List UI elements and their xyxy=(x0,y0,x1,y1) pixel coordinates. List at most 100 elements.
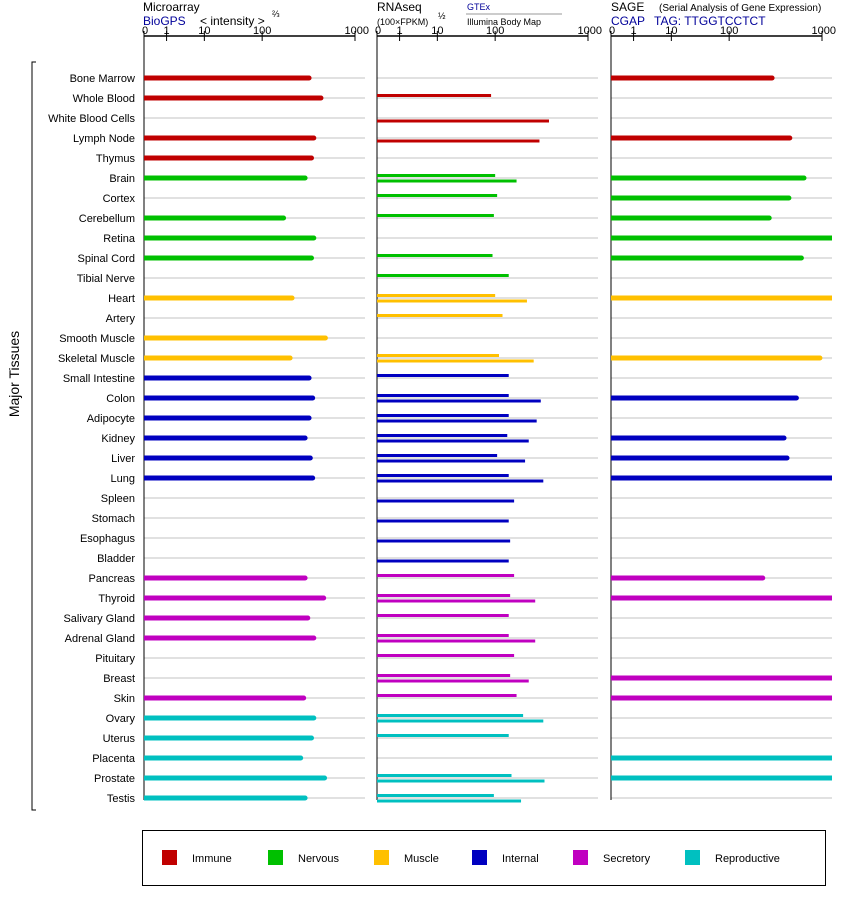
tissue-label: Lymph Node xyxy=(73,133,135,145)
gtex-bar xyxy=(377,414,509,417)
microarray-bar-cap xyxy=(309,255,315,261)
rnaseq-unit-label: (100×FPKM) xyxy=(377,17,428,27)
illumina-bar xyxy=(377,559,509,563)
microarray-tick-label: 0 xyxy=(142,25,148,37)
illumina-bar xyxy=(377,459,526,463)
microarray-bar-cap xyxy=(281,215,287,221)
sage-tag-label: TAG: TTGGTCCTCT xyxy=(654,14,766,28)
sage-bar xyxy=(611,675,832,681)
microarray-bar-cap xyxy=(322,775,328,781)
microarray-bar-cap xyxy=(321,595,327,601)
tissue-label: Thyroid xyxy=(98,593,135,605)
illumina-bar xyxy=(377,359,534,363)
cgap-link[interactable]: CGAP xyxy=(611,14,645,28)
microarray-bar-cap xyxy=(298,755,304,761)
legend-swatch-muscle xyxy=(374,850,389,865)
microarray-bar xyxy=(144,475,313,481)
sage-bar-cap xyxy=(786,195,792,201)
sage-bar xyxy=(611,475,832,481)
legend-label-nervous: Nervous xyxy=(298,853,339,865)
sage-bar xyxy=(611,255,802,261)
microarray-bar xyxy=(144,295,293,301)
legend-swatch-nervous xyxy=(268,850,283,865)
gtex-bar xyxy=(377,694,517,697)
gtex-bar xyxy=(377,654,515,657)
microarray-bar xyxy=(144,355,291,361)
tissue-label: Bladder xyxy=(97,553,135,565)
tissue-label: Testis xyxy=(107,793,136,805)
tissue-label: Whole Blood xyxy=(73,93,135,105)
microarray-bar-cap xyxy=(302,435,308,441)
microarray-bar xyxy=(144,155,312,161)
microarray-bar xyxy=(144,235,314,241)
sage-title: SAGE xyxy=(611,0,644,14)
microarray-bar xyxy=(144,795,306,801)
tissue-label: Cerebellum xyxy=(79,213,135,225)
microarray-bar-cap xyxy=(302,175,308,181)
microarray-unit-label: < intensity > xyxy=(200,14,265,28)
tissue-label: Adipocyte xyxy=(87,413,135,425)
microarray-tick-label: 10 xyxy=(198,25,210,37)
tissue-label: Adrenal Gland xyxy=(65,633,135,645)
legend-label-immune: Immune xyxy=(192,853,232,865)
microarray-bar xyxy=(144,95,321,101)
rnaseq-title: RNAseq xyxy=(377,0,422,14)
tissue-label: Pancreas xyxy=(89,573,136,585)
microarray-bar xyxy=(144,695,304,701)
sage-bar-cap xyxy=(766,215,772,221)
rnaseq-tick-label: 1 xyxy=(397,25,403,37)
sage-tick-label: 1000 xyxy=(812,25,836,37)
microarray-bar-cap xyxy=(318,95,324,101)
rnaseq-tick-label: 0 xyxy=(375,25,381,37)
microarray-bar-cap xyxy=(309,155,315,161)
illumina-bar xyxy=(377,779,545,783)
tissue-label: Skin xyxy=(114,693,135,705)
sage-bar xyxy=(611,575,763,581)
biogps-link[interactable]: BioGPS xyxy=(143,14,186,28)
microarray-bar-cap xyxy=(289,295,295,301)
panel-axes: 0 1 10 100 1000 0 1 10 100 1000 0 1 10 100 1000 xyxy=(142,25,836,800)
microarray-bar xyxy=(144,615,308,621)
tissue-label: Spleen xyxy=(101,493,135,505)
tissue-label: Placenta xyxy=(92,753,136,765)
microarray-bar xyxy=(144,415,310,421)
gtex-bar xyxy=(377,574,515,577)
sage-bar xyxy=(611,135,790,141)
gtex-bar xyxy=(377,314,503,317)
legend-swatch-immune xyxy=(162,850,177,865)
sage-bar-cap xyxy=(801,175,807,181)
microarray-bar xyxy=(144,135,314,141)
gtex-bar xyxy=(377,214,494,217)
microarray-tick-label: 1 xyxy=(164,25,170,37)
gtex-bar xyxy=(377,254,493,257)
microarray-bar-cap xyxy=(287,355,293,361)
gtex-bar xyxy=(377,434,508,437)
microarray-bar-cap xyxy=(311,715,317,721)
microarray-bar-cap xyxy=(309,735,315,741)
microarray-bar xyxy=(144,255,312,261)
microarray-tick-label: 1000 xyxy=(345,25,369,37)
tissue-label: Retina xyxy=(103,233,136,245)
tissue-label: Esophagus xyxy=(80,533,136,545)
sage-bar-cap xyxy=(781,435,787,441)
illumina-bar xyxy=(377,439,529,443)
gtex-bar xyxy=(377,194,498,197)
microarray-bar xyxy=(144,455,311,461)
legend-swatch-internal xyxy=(472,850,487,865)
gtex-bar xyxy=(377,634,509,637)
legend-label-muscle: Muscle xyxy=(404,853,439,865)
tissue-label: White Blood Cells xyxy=(48,113,135,125)
gtex-bar xyxy=(377,474,509,477)
gtex-source-link[interactable]: GTEx xyxy=(467,2,491,12)
illumina-bar xyxy=(377,799,522,803)
sage-bar xyxy=(611,75,773,81)
sage-bar-cap xyxy=(760,575,766,581)
microarray-tick-label: 100 xyxy=(253,25,271,37)
tissue-labels: Bone Marrow Whole Blood White Blood Cells L… xyxy=(48,73,136,805)
sage-bar-cap xyxy=(784,455,790,461)
sage-tick-label: 0 xyxy=(609,25,615,37)
gtex-bar xyxy=(377,774,512,777)
tissue-label: Cortex xyxy=(103,193,136,205)
tissue-label: Artery xyxy=(106,313,136,325)
microarray-bar-cap xyxy=(305,615,311,621)
